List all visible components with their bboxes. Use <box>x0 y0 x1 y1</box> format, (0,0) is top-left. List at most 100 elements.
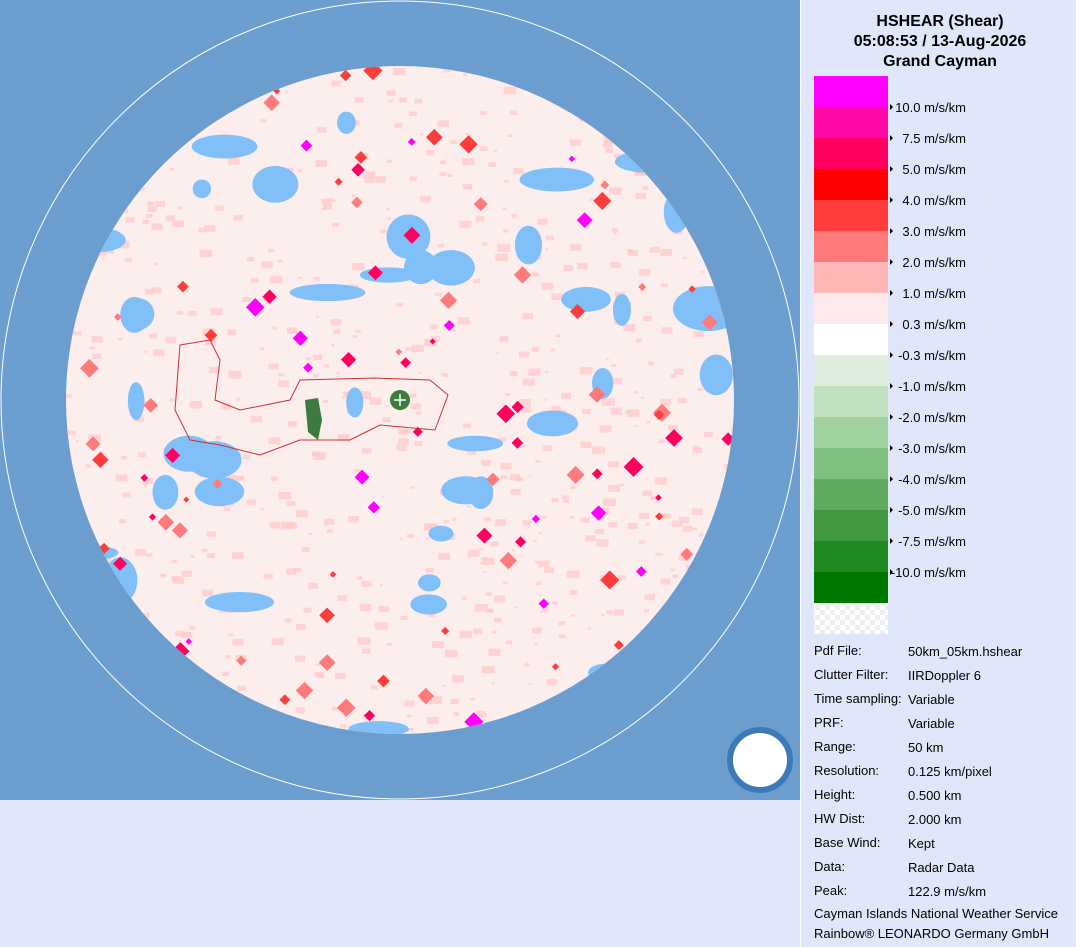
echo <box>482 557 495 565</box>
echo-cell <box>336 698 356 718</box>
echo <box>479 146 488 151</box>
echo <box>513 167 524 174</box>
echo <box>358 391 372 399</box>
info-key: Peak: <box>814 883 847 898</box>
echo <box>453 712 460 716</box>
echo-cell <box>303 362 314 373</box>
echo <box>423 523 435 531</box>
echo <box>613 153 622 159</box>
echo <box>324 518 335 525</box>
echo <box>417 371 422 374</box>
echo <box>406 714 412 718</box>
echo <box>301 547 310 552</box>
echo <box>660 513 671 520</box>
echo <box>654 477 668 485</box>
echo <box>364 176 375 183</box>
echo <box>535 581 542 586</box>
echo <box>268 437 281 445</box>
echo <box>303 607 312 613</box>
echo <box>691 508 703 516</box>
echo <box>435 292 442 297</box>
echo-cell <box>80 358 99 378</box>
echo <box>429 324 438 330</box>
echo <box>640 397 645 400</box>
echo <box>278 380 290 388</box>
legend-tick <box>890 352 893 358</box>
echo <box>451 517 457 521</box>
echo <box>481 242 488 246</box>
echo <box>580 517 590 524</box>
clear-area <box>152 474 179 510</box>
nodata-swatch <box>814 603 888 634</box>
echo <box>315 663 320 666</box>
echo-cell <box>538 598 549 609</box>
echo <box>386 642 393 646</box>
logo <box>727 727 793 793</box>
echo-cell <box>183 496 190 503</box>
echo <box>531 627 542 634</box>
echo <box>551 293 563 301</box>
echo <box>410 486 415 489</box>
echo <box>525 662 529 665</box>
echo <box>473 628 483 635</box>
clear-area <box>192 179 212 199</box>
echo <box>522 313 534 320</box>
echo-cell <box>531 514 541 524</box>
echo-cell <box>185 638 192 645</box>
echo-cell <box>680 547 694 561</box>
echo-cell <box>143 397 159 413</box>
echo <box>482 665 495 674</box>
echo <box>231 552 244 560</box>
echo <box>580 441 592 449</box>
echo <box>502 207 508 211</box>
echo <box>672 574 679 578</box>
legend-tick <box>890 135 893 141</box>
echo <box>236 475 243 480</box>
echo <box>414 441 423 446</box>
echo <box>340 724 346 728</box>
echo <box>405 347 411 351</box>
echo <box>354 469 361 473</box>
echo <box>551 498 559 503</box>
echo <box>361 447 372 454</box>
footer-line: Cayman Islands National Weather Service <box>814 906 1058 921</box>
echo-cell <box>588 386 606 403</box>
echo <box>667 424 679 431</box>
echo-cell <box>113 556 128 571</box>
echo <box>457 317 470 325</box>
echo-cell <box>417 687 435 705</box>
echo <box>603 498 616 507</box>
echo <box>374 176 386 183</box>
echo <box>189 625 196 630</box>
info-key: Time sampling: <box>814 691 902 706</box>
echo-cell <box>329 571 337 578</box>
legend-tick <box>890 321 893 327</box>
echo <box>545 235 554 241</box>
echo <box>286 327 298 335</box>
legend-label: 5.0 m/s/km <box>902 162 966 177</box>
clear-area <box>410 594 447 615</box>
echo <box>587 627 592 630</box>
echo <box>387 217 391 220</box>
info-key: Height: <box>814 787 855 802</box>
echo <box>538 560 550 568</box>
echo <box>328 198 336 203</box>
echo <box>115 474 128 482</box>
echo <box>143 350 148 353</box>
echo <box>342 391 351 397</box>
echo <box>392 67 405 76</box>
echo <box>678 516 690 524</box>
echo-cell <box>92 451 109 469</box>
echo <box>260 508 265 511</box>
echo <box>463 423 471 429</box>
echo <box>519 398 531 406</box>
echo <box>571 614 575 617</box>
echo <box>424 338 437 347</box>
echo <box>278 491 292 500</box>
echo <box>85 464 91 468</box>
legend-label: 2.0 m/s/km <box>902 255 966 270</box>
echo <box>555 334 561 337</box>
echo <box>355 329 361 333</box>
echo <box>644 594 655 601</box>
legend-label: 3.0 m/s/km <box>902 224 966 239</box>
